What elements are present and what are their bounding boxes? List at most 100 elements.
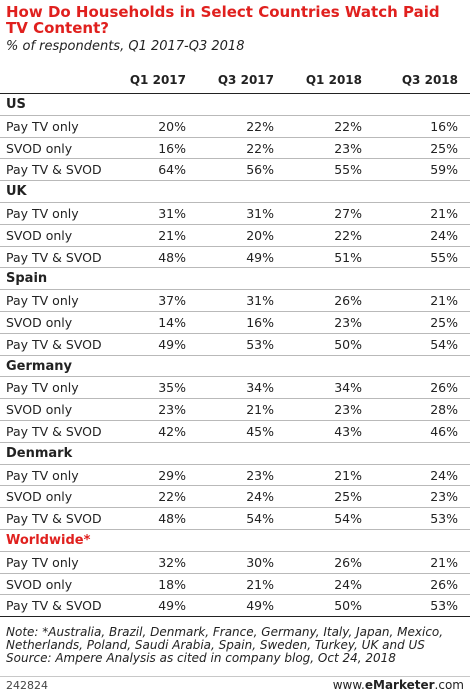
row-label: SVOD only (6, 314, 73, 330)
table-row: Pay TV only 29% 23% 21% 24% (0, 465, 470, 487)
table-cell: 53% (246, 336, 274, 352)
table-cell: 51% (334, 249, 362, 265)
chart-id: 242824 (6, 679, 48, 692)
table-cell: 31% (246, 205, 274, 221)
row-label: Pay TV & SVOD (6, 336, 102, 352)
table-cell: 21% (430, 554, 458, 570)
table-cell: 49% (158, 336, 186, 352)
table-cell: 25% (334, 489, 362, 505)
table-cell: 27% (334, 205, 362, 221)
row-label: SVOD only (6, 227, 73, 243)
table-cell: 20% (158, 118, 186, 134)
table-row: Pay TV only 37% 31% 26% 21% (0, 290, 470, 312)
table-cell: 23% (246, 467, 274, 483)
table-cell: 25% (430, 314, 458, 330)
notes: Note: *Australia, Brazil, Denmark, Franc… (6, 626, 466, 665)
note-line: Note: *Australia, Brazil, Denmark, Franc… (6, 625, 444, 639)
group-label: Spain (6, 271, 48, 287)
table-cell: 26% (334, 554, 362, 570)
table-row: Pay TV only 35% 34% 34% 26% (0, 377, 470, 400)
table-cell: 21% (430, 293, 458, 309)
brand-suffix: .com (434, 678, 464, 692)
table-cell: 50% (334, 336, 362, 352)
table-cell: 26% (334, 293, 362, 309)
group-header: Worldwide* (0, 530, 470, 552)
table-cell: 45% (246, 423, 274, 439)
group-label: Germany (6, 358, 72, 374)
group-label: Denmark (6, 445, 73, 461)
table-row: Pay TV & SVOD 64% 56% 55% 59% (0, 159, 470, 182)
table-cell: 26% (430, 576, 458, 592)
row-label: Pay TV & SVOD (6, 423, 102, 439)
table-row: SVOD only 18% 21% 24% 26% (0, 574, 470, 596)
table-cell: 54% (334, 511, 362, 527)
table-cell: 22% (246, 118, 274, 134)
table-cell: 34% (334, 380, 362, 396)
table-cell: 30% (246, 554, 274, 570)
group-header: UK (0, 181, 470, 203)
table-cell: 16% (430, 118, 458, 134)
group-header: US (0, 94, 470, 116)
table-cell: 21% (246, 576, 274, 592)
table-cell: 28% (430, 402, 458, 418)
table-row: Pay TV & SVOD 49% 53% 50% 54% (0, 334, 470, 356)
column-header: Q1 2017 (129, 73, 186, 87)
table-cell: 21% (246, 402, 274, 418)
table-cell: 23% (334, 140, 362, 156)
table-cell: 37% (158, 293, 186, 309)
column-header-row: Q1 2017 Q3 2017 Q1 2018 Q3 2018 (0, 67, 470, 94)
group-header: Denmark (0, 443, 470, 465)
table-cell: 50% (334, 598, 362, 614)
table-cell: 49% (246, 598, 274, 614)
table-row: SVOD only 14% 16% 23% 25% (0, 312, 470, 334)
table-row: SVOD only 22% 24% 25% 23% (0, 486, 470, 509)
table-cell: 23% (430, 489, 458, 505)
row-label: SVOD only (6, 402, 73, 418)
brand-prefix: www. (332, 678, 365, 692)
table-row: SVOD only 23% 21% 23% 28% (0, 399, 470, 421)
table-cell: 24% (334, 576, 362, 592)
table-cell: 21% (430, 205, 458, 221)
table-row: Pay TV only 31% 31% 27% 21% (0, 203, 470, 225)
brand-logo: www.eMarketer.com (333, 678, 464, 692)
table-cell: 48% (158, 511, 186, 527)
table-row: SVOD only 21% 20% 22% 24% (0, 225, 470, 247)
row-label: SVOD only (6, 489, 73, 505)
table-cell: 22% (334, 118, 362, 134)
table-cell: 22% (246, 140, 274, 156)
table-row: SVOD only 16% 22% 23% 25% (0, 138, 470, 160)
table-cell: 23% (334, 402, 362, 418)
table-cell: 59% (430, 162, 458, 178)
row-label: Pay TV & SVOD (6, 162, 102, 178)
column-header: Q3 2018 (401, 73, 458, 87)
table-cell: 24% (430, 467, 458, 483)
group-header: Germany (0, 356, 470, 378)
table-cell: 25% (430, 140, 458, 156)
table-cell: 31% (246, 293, 274, 309)
table-row: Pay TV only 20% 22% 22% 16% (0, 116, 470, 138)
table-cell: 21% (334, 467, 362, 483)
table-cell: 49% (246, 249, 274, 265)
table-cell: 43% (334, 423, 362, 439)
group-header: Spain (0, 268, 470, 291)
table-cell: 31% (158, 205, 186, 221)
table-cell: 20% (246, 227, 274, 243)
chart-subtitle: % of respondents, Q1 2017-Q3 2018 (6, 39, 245, 54)
table-cell: 24% (246, 489, 274, 505)
row-label: Pay TV only (6, 205, 79, 221)
table-cell: 64% (158, 162, 186, 178)
table-cell: 49% (158, 598, 186, 614)
chart-title: How Do Households in Select Countries Wa… (6, 3, 440, 37)
table-cell: 46% (430, 423, 458, 439)
table-cell: 53% (430, 511, 458, 527)
table-cell: 55% (334, 162, 362, 178)
row-label: Pay TV only (6, 293, 79, 309)
brand-name: eMarketer (364, 678, 435, 692)
row-label: Pay TV & SVOD (6, 598, 102, 614)
table-cell: 21% (158, 227, 186, 243)
row-label: SVOD only (6, 140, 73, 156)
note-line: Netherlands, Poland, Saudi Arabia, Spain… (6, 638, 425, 652)
column-header: Q3 2017 (217, 73, 274, 87)
table-cell: 14% (158, 314, 186, 330)
data-table: US Pay TV only 20% 22% 22% 16% SVOD only 16% 22%… (0, 94, 470, 618)
